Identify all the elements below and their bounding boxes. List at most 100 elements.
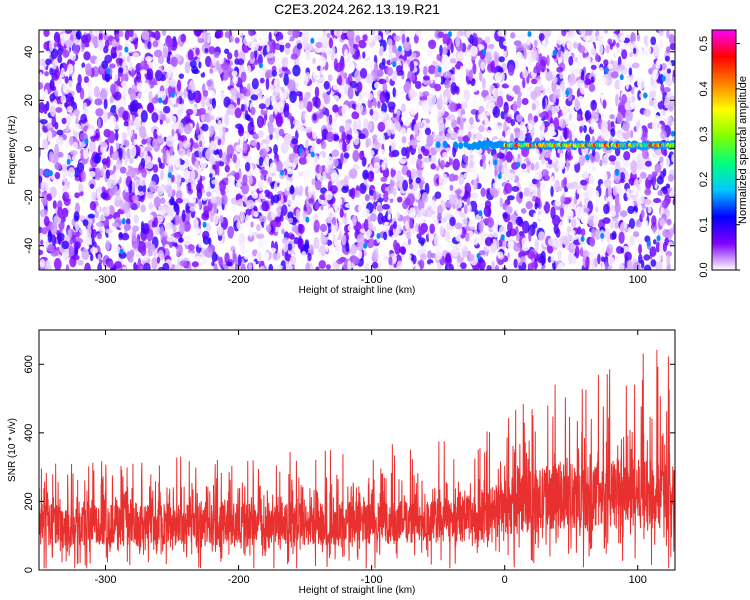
spectrogram-cell [183, 158, 189, 169]
spectrogram-cell [323, 80, 330, 90]
spectrogram-cell [339, 208, 344, 218]
spectrogram-cell [424, 127, 432, 136]
spectrogram-cell [204, 47, 209, 54]
spectrogram-cell [62, 191, 70, 202]
spectrogram-cell [567, 30, 576, 39]
spectrogram-cell [173, 173, 182, 186]
spectrogram-cell [51, 59, 58, 70]
spectrogram-cell [268, 263, 273, 270]
spectrogram-cell [282, 160, 291, 168]
spectrogram-cell [308, 197, 315, 204]
spectrogram-cell [41, 227, 48, 235]
spectrogram-cell [85, 33, 92, 44]
spectrogram-cell [332, 37, 337, 48]
spectrogram-cell [624, 110, 633, 122]
spectrogram-cell [298, 185, 304, 195]
spectrogram-cell [107, 179, 116, 189]
spectrogram-cell [234, 49, 239, 58]
spectrogram-cell [115, 33, 120, 39]
spectrogram-cell [351, 199, 356, 206]
spectrogram-cell [173, 232, 181, 238]
spectrogram-cell [171, 56, 178, 67]
spectrogram-cell [538, 214, 546, 220]
spectrogram-cell [401, 242, 410, 248]
spectrogram-cell [557, 249, 562, 261]
spectrogram-cell [293, 194, 302, 207]
spectrogram-cell [656, 176, 664, 185]
spectrogram-cell [75, 30, 82, 41]
spectrogram-cell [439, 225, 445, 237]
spectrogram-cell [576, 113, 581, 120]
spectrogram-cell [610, 128, 616, 138]
spectrogram-cell [442, 46, 448, 56]
spectrogram-cell [560, 80, 565, 91]
spectrogram-cell [608, 155, 617, 162]
spectrogram-cell [269, 162, 277, 174]
spectrogram-cell [39, 71, 43, 83]
spectrogram-cell [366, 73, 374, 84]
spectrogram-cell [328, 37, 334, 49]
spectrogram-cell [460, 262, 467, 270]
spectrogram-cell [513, 40, 522, 47]
spectrogram-cell [257, 239, 264, 248]
spectrogram-cell [85, 63, 92, 76]
spectrogram-cell [644, 188, 652, 196]
spectrogram-cell [652, 43, 661, 57]
spectrogram-cell [218, 256, 223, 267]
spectrogram-cell [550, 185, 554, 197]
spectrogram-cell [258, 156, 264, 167]
spectrogram-cell [610, 121, 615, 127]
spectrogram-cell [476, 177, 480, 184]
spectrogram-cell [484, 163, 493, 176]
spectrogram-cell [365, 138, 369, 149]
spectrogram-cell [187, 49, 194, 61]
spectrogram-cell [226, 153, 231, 163]
spectrogram-cell [499, 197, 503, 208]
spectrogram-cell [521, 163, 527, 170]
spectrogram-cell [53, 42, 57, 48]
spectrogram-cell [603, 59, 609, 66]
spectrogram-cell [352, 120, 358, 132]
spectrogram-cell [628, 218, 636, 230]
spectrogram-cell [655, 241, 661, 253]
spectrogram-cell [229, 181, 235, 192]
spectrogram-cell [631, 95, 635, 103]
spectrogram-cell [374, 81, 381, 89]
spectrogram-cell [178, 73, 185, 79]
spectrogram-cell [197, 134, 205, 140]
spectrogram-cell [182, 140, 191, 149]
spectrogram-cell [658, 30, 665, 37]
spectrogram-cell [133, 138, 137, 146]
spectrogram-cell [250, 51, 255, 60]
spectrogram-cell [341, 162, 350, 171]
spectrogram-cell [301, 250, 307, 258]
spectrogram-cell [533, 68, 541, 74]
spectrogram-cell [282, 243, 289, 253]
spectrogram-cell [524, 132, 533, 144]
spectrogram-cell [53, 258, 62, 270]
spectrogram-cell [253, 210, 259, 218]
spectrogram-cell [513, 242, 521, 252]
spectrogram-cell [606, 244, 614, 255]
spectrogram-cell [663, 156, 670, 169]
spectrogram-cell [166, 206, 174, 217]
spectrogram-cell [298, 156, 308, 165]
spectrogram-cell [376, 132, 385, 144]
spectrogram-cell [456, 52, 464, 60]
spectrogram-cell [146, 137, 152, 147]
spectrogram-cell [599, 93, 606, 100]
spectrogram-cell [493, 121, 499, 131]
spectrogram-cell [534, 238, 539, 251]
spectrogram-cell [106, 156, 111, 169]
spectrogram-cell [172, 224, 177, 233]
spectrogram-cell [153, 196, 161, 209]
spectrogram-cell [65, 39, 74, 48]
spectrogram-cell [531, 261, 539, 270]
spectrogram-cell [515, 201, 520, 215]
spectrogram-cell [104, 39, 110, 48]
spectrogram-cell [657, 190, 663, 197]
spectrogram-cell [235, 182, 242, 188]
spectrogram-cell [419, 207, 426, 216]
spectrogram-cell [103, 111, 109, 123]
